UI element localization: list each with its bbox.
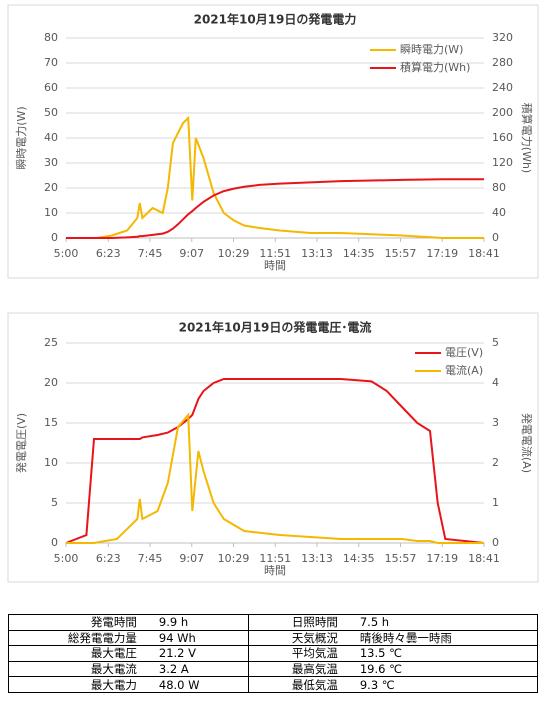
- x-tick-label: 9:07: [179, 247, 204, 260]
- series-line: [66, 412, 484, 544]
- cell-value: 94 Wh: [140, 629, 250, 647]
- cell-label: 天気概況: [248, 629, 342, 647]
- cell-label: 平均気温: [248, 645, 342, 662]
- cell-value: 21.2 V: [140, 645, 250, 662]
- x-tick-label: 5:00: [54, 247, 79, 260]
- y2-tick-label: 0: [492, 231, 499, 244]
- x-tick-label: 15:57: [385, 552, 417, 565]
- x-tick-label: 7:45: [138, 247, 163, 260]
- y2-tick-label: 1: [492, 496, 499, 509]
- series-line: [65, 378, 485, 544]
- x-tick-label: 10:29: [218, 552, 250, 565]
- x-tick-label: 7:45: [138, 552, 163, 565]
- y2-tick-label: 0: [492, 536, 499, 549]
- cell-value: 晴後時々曇一時雨: [341, 629, 538, 647]
- y2-tick-label: 200: [492, 106, 513, 119]
- y2-tick-label: 2: [492, 456, 499, 469]
- y-tick-label: 40: [44, 131, 58, 144]
- x-tick-label: 14:35: [343, 247, 375, 260]
- y-tick-label: 50: [44, 106, 58, 119]
- x-tick-label: 13:13: [301, 552, 333, 565]
- cell-label: 最大電力: [7, 676, 141, 693]
- cell-value: 13.5 ℃: [341, 645, 538, 662]
- legend-label: 電圧(V): [445, 346, 483, 359]
- x-axis-label: 時間: [264, 259, 286, 272]
- y-tick-label: 60: [44, 81, 58, 94]
- table-row: 最大電力 48.0 W 最低気温 9.3 ℃: [7, 676, 538, 693]
- x-axis-label: 時間: [264, 564, 286, 577]
- chart-frame: [7, 4, 539, 279]
- table-row: 最大電流 3.2 A 最高気温 19.6 ℃: [7, 660, 538, 678]
- cell-label: 日照時間: [248, 614, 342, 631]
- summary-table: 発電時間 9.9 h 日照時間 7.5 h 総発電電力量 94 Wh 天気概況 晴後時々曇一時…: [7, 614, 538, 693]
- series-line: [66, 178, 484, 239]
- legend-label: 積算電力(Wh): [400, 60, 470, 74]
- y2-axis-label: 発電電流(A): [520, 413, 534, 473]
- x-tick-label: 17:19: [426, 552, 458, 565]
- table-row: 最大電圧 21.2 V 平均気温 13.5 ℃: [7, 645, 538, 662]
- y-tick-label: 20: [44, 181, 58, 194]
- x-tick-label: 10:29: [218, 247, 250, 260]
- x-tick-label: 5:00: [54, 552, 79, 565]
- y-tick-label: 10: [44, 456, 58, 469]
- x-tick-label: 17:19: [426, 247, 458, 260]
- y-tick-label: 0: [51, 536, 58, 549]
- cell-label: 最大電圧: [7, 645, 141, 662]
- x-tick-label: 6:23: [96, 247, 121, 260]
- chart-title: 2021年10月19日の発電電力: [194, 12, 357, 27]
- y2-tick-label: 280: [492, 56, 513, 69]
- y2-tick-label: 3: [492, 416, 499, 429]
- y2-tick-label: 160: [492, 131, 513, 144]
- cell-value: 9.3 ℃: [341, 676, 538, 693]
- y-tick-label: 20: [44, 376, 58, 389]
- y-tick-label: 0: [51, 231, 58, 244]
- table-row: 発電時間 9.9 h 日照時間 7.5 h: [7, 614, 538, 631]
- cell-label: 総発電電力量: [7, 629, 141, 647]
- x-tick-label: 14:35: [343, 552, 375, 565]
- cell-label: 最高気温: [248, 660, 342, 678]
- y-tick-label: 15: [44, 416, 58, 429]
- cell-value: 19.6 ℃: [341, 660, 538, 678]
- y-tick-label: 30: [44, 156, 58, 169]
- cell-value: 7.5 h: [341, 614, 538, 631]
- x-tick-label: 6:23: [96, 552, 121, 565]
- y2-tick-label: 120: [492, 156, 513, 169]
- y-tick-label: 80: [44, 31, 58, 44]
- y2-tick-label: 80: [492, 181, 506, 194]
- table-row: 総発電電力量 94 Wh 天気概況 晴後時々曇一時雨: [7, 629, 538, 647]
- x-tick-label: 18:41: [468, 247, 500, 260]
- x-tick-label: 13:13: [301, 247, 333, 260]
- x-tick-label: 15:57: [385, 247, 417, 260]
- y2-tick-label: 240: [492, 81, 513, 94]
- series-line: [66, 115, 484, 239]
- cell-label: 最低気温: [248, 676, 342, 693]
- x-tick-label: 11:51: [259, 552, 291, 565]
- y-tick-label: 70: [44, 56, 58, 69]
- y-tick-label: 25: [44, 336, 58, 349]
- y-tick-label: 5: [51, 496, 58, 509]
- legend-label: 電流(A): [445, 363, 483, 377]
- chart-frame: [7, 312, 539, 583]
- y2-tick-label: 4: [492, 376, 499, 389]
- x-tick-label: 9:07: [179, 552, 204, 565]
- cell-value: 48.0 W: [140, 676, 250, 693]
- y-axis-label: 発電電圧(V): [14, 413, 28, 473]
- chart-title: 2021年10月19日の発電電圧･電流: [179, 320, 372, 335]
- x-tick-label: 18:41: [468, 552, 500, 565]
- y-axis-label: 瞬時電力(W): [15, 106, 28, 169]
- cell-value: 9.9 h: [140, 614, 250, 631]
- y2-tick-label: 320: [492, 31, 513, 44]
- cell-value: 3.2 A: [140, 660, 250, 678]
- y2-axis-label: 積算電力(Wh): [520, 103, 534, 173]
- charts: 2021年10月19日の発電電力010203040506070800408012…: [7, 4, 539, 583]
- x-tick-label: 11:51: [259, 247, 291, 260]
- cell-label: 発電時間: [7, 614, 141, 631]
- y2-tick-label: 5: [492, 336, 499, 349]
- cell-label: 最大電流: [7, 660, 141, 678]
- y-tick-label: 10: [44, 206, 58, 219]
- y2-tick-label: 40: [492, 206, 506, 219]
- legend-label: 瞬時電力(W): [400, 43, 463, 56]
